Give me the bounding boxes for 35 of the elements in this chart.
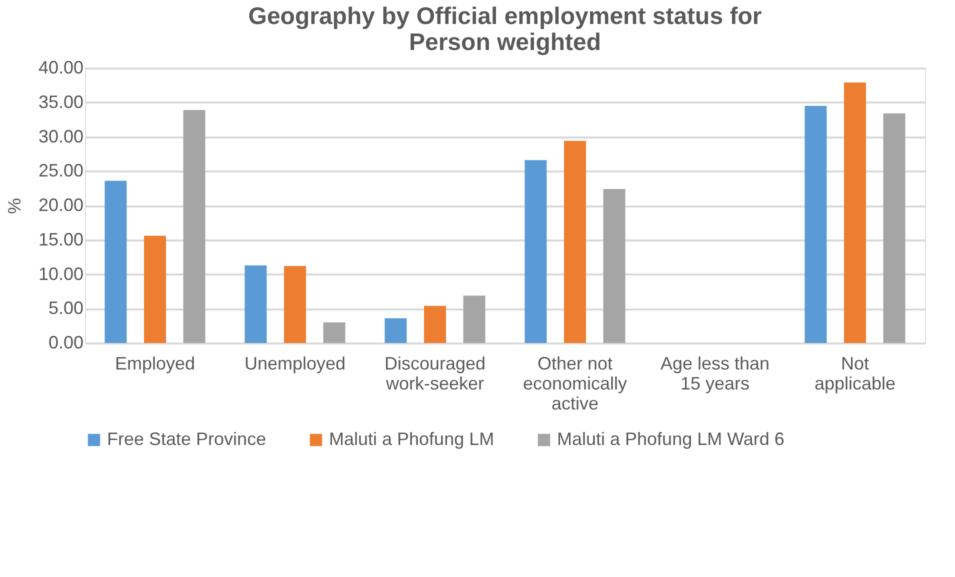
bar <box>284 266 306 343</box>
bar <box>144 236 166 343</box>
bar <box>384 318 407 343</box>
y-tick-label: 35.00 <box>38 92 84 112</box>
y-tick-label: 15.00 <box>38 229 84 250</box>
y-tick-label: 20.00 <box>38 195 84 215</box>
y-tick-label: 10.00 <box>38 264 84 284</box>
x-tick-label: Employed <box>114 354 196 374</box>
bar <box>183 110 206 343</box>
bar <box>844 82 866 343</box>
bar <box>804 106 827 343</box>
bar <box>244 265 267 343</box>
y-tick-label: 30.00 <box>38 126 84 146</box>
bar <box>424 306 446 343</box>
y-tick-label: 5.00 <box>48 298 84 318</box>
y-tick-label: 40.00 <box>38 58 84 78</box>
legend-label: Maluti a Phofung LM Ward 6 <box>557 429 784 449</box>
x-tick-label: Other not economically active <box>522 354 628 414</box>
bar <box>323 322 346 343</box>
bar <box>524 160 547 343</box>
y-tick-label: 25.00 <box>38 160 84 181</box>
legend-label: Free State Province <box>107 429 266 449</box>
bar <box>463 296 486 343</box>
y-axis-title: % <box>4 198 24 214</box>
bar <box>603 189 626 343</box>
bar <box>883 113 906 343</box>
x-tick-label: Unemployed <box>244 354 346 374</box>
x-tick-label: Age less than 15 years <box>660 354 770 394</box>
y-tick-label: 0.00 <box>48 332 84 352</box>
chart-title: Geography by Official employment status for Person weighted <box>248 3 762 56</box>
bar <box>564 140 586 343</box>
bar <box>104 180 127 343</box>
legend-label: Maluti a Phofung LM <box>329 429 494 449</box>
x-tick-label: Not applicable <box>814 354 896 394</box>
x-tick-label: Discouraged work-seeker <box>384 354 486 394</box>
